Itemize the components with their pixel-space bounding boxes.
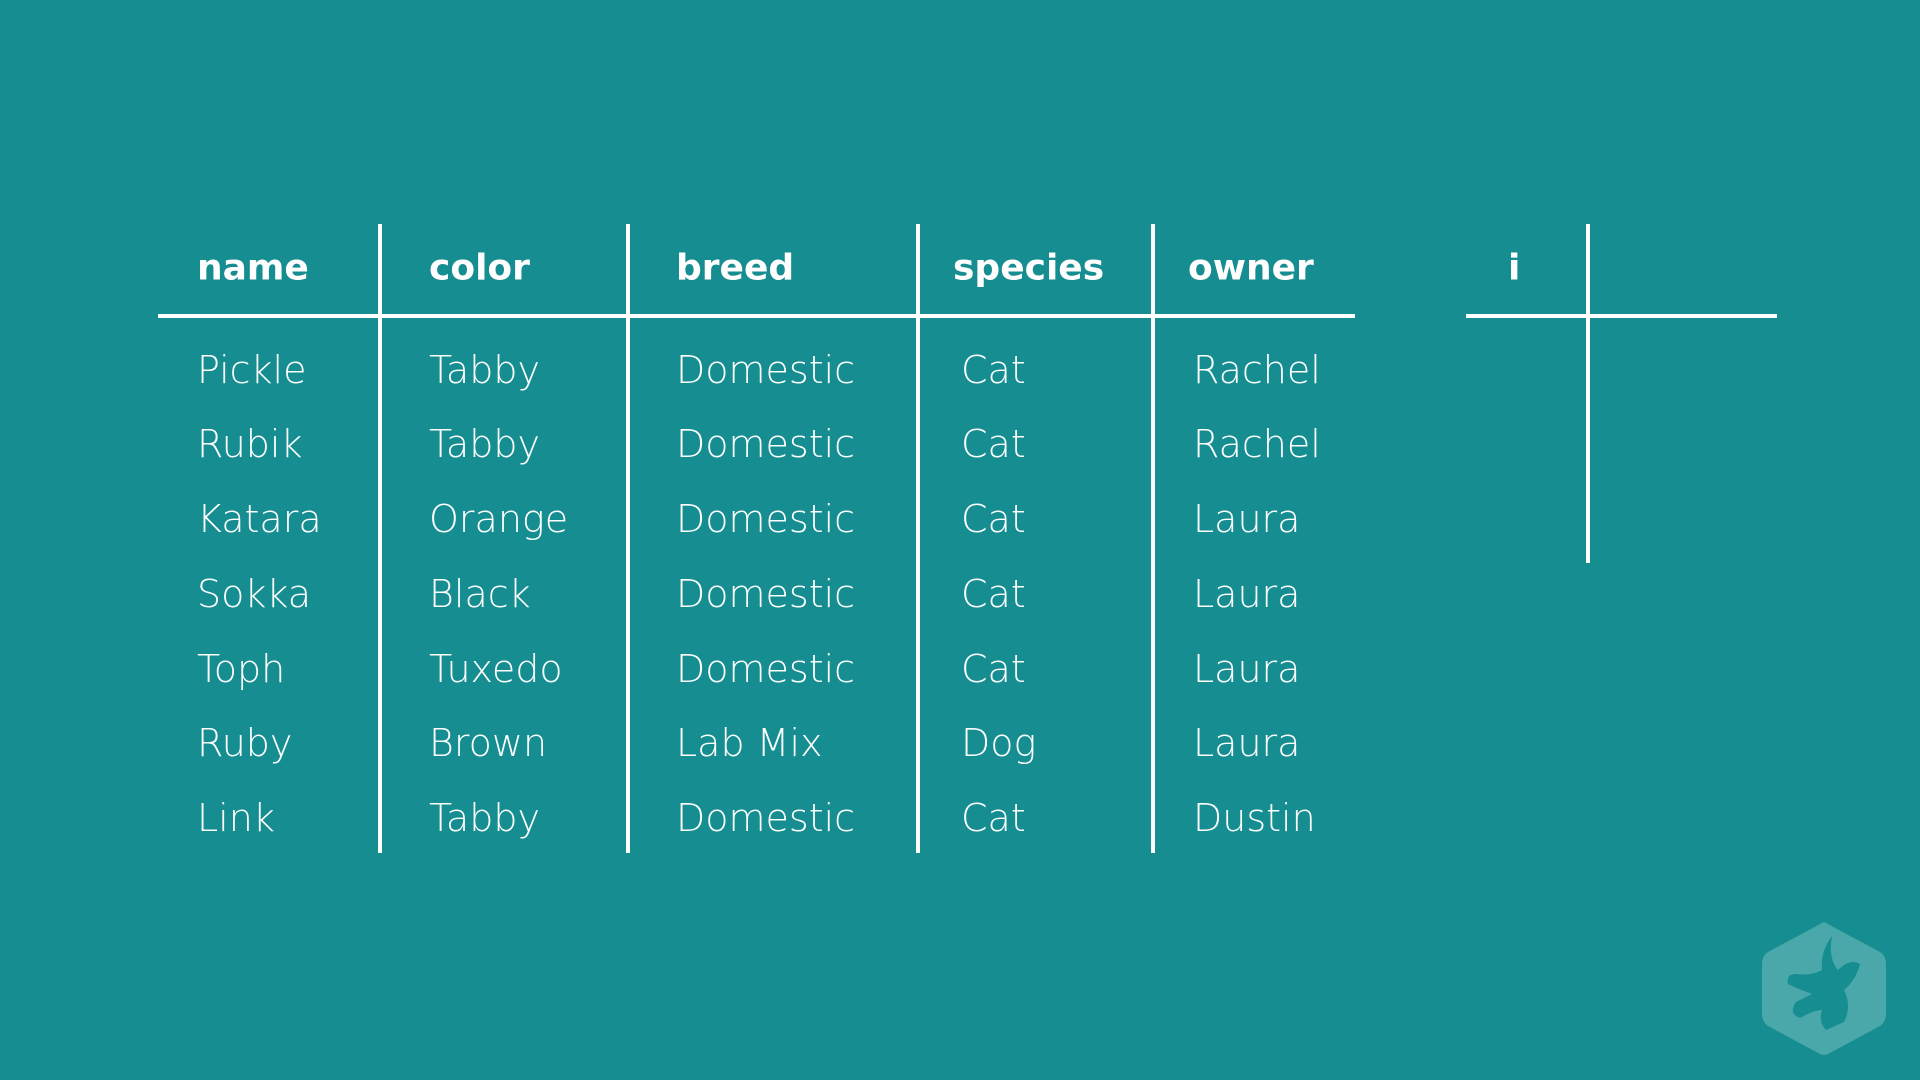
cell-name: Pickle [197,348,307,392]
cell-owner: Rachel [1193,422,1321,466]
index-column-divider [1586,224,1590,563]
column-header-color: color [429,247,530,289]
column-divider [1151,224,1155,853]
cell-breed: Domestic [676,348,856,392]
cell-species: Cat [961,422,1026,466]
column-header-species: species [953,247,1105,289]
index-header-underline [1466,314,1777,318]
cell-breed: Domestic [676,572,856,616]
column-header-name: name [197,247,309,289]
cell-breed: Domestic [676,796,856,840]
cell-color: Brown [429,721,548,765]
cell-color: Tabby [429,348,540,392]
cell-species: Cat [961,348,1026,392]
cell-color: Tuxedo [429,647,563,691]
cell-name: Rubik [197,422,303,466]
cell-name: Ruby [197,721,293,765]
cell-name: Toph [197,647,286,691]
cell-color: Tabby [429,796,540,840]
cell-color: Orange [429,497,569,541]
cell-owner: Laura [1193,572,1301,616]
column-header-owner: owner [1188,247,1314,289]
header-underline [158,314,1355,318]
cell-breed: Domestic [676,497,856,541]
column-header-breed: breed [676,247,795,289]
cell-name: Link [197,796,275,840]
cell-breed: Domestic [676,422,856,466]
cell-owner: Laura [1193,497,1301,541]
cell-name: Katara [197,497,322,541]
cell-species: Cat [961,796,1026,840]
column-divider [378,224,382,853]
cell-owner: Laura [1193,647,1301,691]
cell-species: Cat [961,572,1026,616]
column-divider [626,224,630,853]
cell-owner: Rachel [1193,348,1321,392]
cell-species: Cat [961,497,1026,541]
cell-breed: Lab Mix [676,721,823,765]
cell-owner: Laura [1193,721,1301,765]
treehouse-logo-icon [1762,922,1886,1055]
column-divider [916,224,920,853]
cell-name: Sokka [197,572,311,616]
cell-color: Black [429,572,531,616]
cell-species: Dog [961,721,1037,765]
index-header: i [1508,247,1521,289]
cell-color: Tabby [429,422,540,466]
cell-owner: Dustin [1193,796,1316,840]
cell-breed: Domestic [676,647,856,691]
cell-species: Cat [961,647,1026,691]
